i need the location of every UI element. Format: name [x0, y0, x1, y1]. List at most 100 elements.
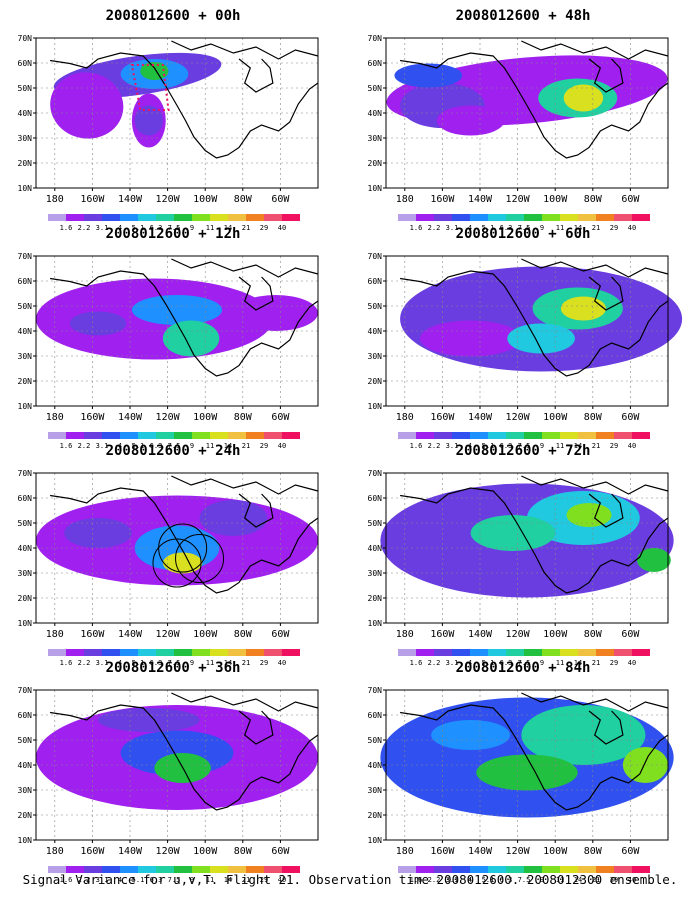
colorbar-label: 40 — [628, 224, 636, 232]
lat-tick-label: 30N — [368, 569, 383, 578]
coastline — [400, 258, 669, 377]
lon-tick-label: 180 — [396, 194, 414, 205]
colorbar-swatch — [102, 866, 120, 873]
lon-tick-label: 60W — [621, 194, 640, 205]
colorbar-swatch — [228, 866, 246, 873]
colorbar-swatch — [246, 432, 264, 439]
colorbar-label: 7.5 — [168, 876, 181, 884]
colorbar-swatch — [416, 214, 434, 221]
colorbar-swatch — [596, 214, 614, 221]
colorbar-swatch — [138, 649, 156, 656]
colorbar-swatch — [596, 866, 614, 873]
colorbar-swatch — [192, 866, 210, 873]
colorbar-label: 1.6 — [60, 659, 73, 667]
colorbar-swatch — [542, 214, 560, 221]
colorbar-swatch — [210, 432, 228, 439]
colorbar-label: 2.2 — [78, 876, 91, 884]
colorbar-swatch — [102, 432, 120, 439]
lon-tick-label: 120W — [156, 412, 181, 423]
graticule — [36, 38, 319, 188]
colorbar-label: 40 — [278, 224, 286, 232]
colorbar: 1.6 2.2 3.1 4 5.1 6.3 7.5 9 11 14 21 29 40 — [398, 866, 650, 884]
colorbar: 1.6 2.2 3.1 4 5.1 6.3 7.5 9 11 14 21 29 40 — [48, 214, 300, 232]
colorbar-swatch — [84, 214, 102, 221]
colorbar-label: 4 — [468, 442, 472, 450]
colorbar-label: 14 — [224, 659, 232, 667]
colorbar-swatch — [282, 214, 300, 221]
lon-tick-label: 80W — [234, 846, 253, 857]
colorbar-swatch — [524, 214, 542, 221]
colorbar-swatch — [524, 866, 542, 873]
colorbar-swatch — [542, 866, 560, 873]
colorbar-label: 2.2 — [78, 224, 91, 232]
lon-tick-label: 160W — [430, 846, 455, 857]
colorbar-swatch — [578, 432, 596, 439]
lon-tick-label: 160W — [80, 412, 105, 423]
colorbar-swatch — [434, 432, 452, 439]
colorbar-swatch — [66, 649, 84, 656]
graticule — [36, 690, 319, 840]
variance-map: 10N 20N 30N 40N 50N 60N 70N 180 160W 140W 120W 100W… — [18, 252, 319, 450]
colorbar-label: 14 — [574, 659, 582, 667]
colorbar-label: 11 — [206, 876, 214, 884]
colorbar-swatch — [470, 866, 488, 873]
lat-tick-label: 50N — [368, 519, 383, 528]
colorbar-label: 11 — [556, 876, 564, 884]
lon-tick-label: 100W — [193, 846, 218, 857]
colorbar-swatch — [506, 214, 524, 221]
colorbar-swatch — [452, 866, 470, 873]
lon-tick-label: 80W — [234, 194, 253, 205]
lon-tick-label: 60W — [271, 629, 290, 640]
lon-tick-label: 120W — [156, 194, 181, 205]
colorbar-swatch — [282, 432, 300, 439]
colorbar-swatch — [138, 866, 156, 873]
colorbar-swatch — [102, 214, 120, 221]
colorbar-label: 6.3 — [150, 442, 163, 450]
colorbar-label: 29 — [610, 224, 618, 232]
panel-title: 2008012600 + 36h — [105, 660, 241, 676]
colorbar-label: 3.1 — [446, 876, 459, 884]
colorbar-label: 21 — [242, 876, 250, 884]
colorbar-swatch — [542, 432, 560, 439]
colorbar-label: 11 — [206, 659, 214, 667]
lat-tick-label: 70N — [18, 252, 33, 261]
panel-84h: 2008012600 + 84h 10N 20N 30N 40N 50N 60N 70N 18… — [358, 660, 688, 884]
colorbar-label: 14 — [574, 442, 582, 450]
lon-tick-label: 180 — [46, 194, 64, 205]
lon-tick-label: 160W — [80, 846, 105, 857]
colorbar-swatch — [506, 866, 524, 873]
colorbar-swatch — [560, 866, 578, 873]
colorbar-swatch — [614, 214, 632, 221]
colorbar-label: 6.3 — [500, 442, 513, 450]
colorbar-swatch — [228, 649, 246, 656]
colorbar-label: 5.1 — [482, 442, 495, 450]
lon-tick-label: 100W — [543, 846, 568, 857]
colorbar-swatch — [488, 214, 506, 221]
colorbar-swatch — [578, 866, 596, 873]
panel-title: 2008012600 + 72h — [455, 443, 591, 459]
colorbar-label: 9 — [540, 442, 544, 450]
colorbar-swatch — [632, 866, 650, 873]
colorbar-label: 4 — [118, 224, 122, 232]
lon-tick-label: 60W — [621, 629, 640, 640]
lat-tick-label: 60N — [18, 277, 33, 286]
colorbar-swatch — [48, 432, 66, 439]
colorbar-label: 2.2 — [428, 876, 441, 884]
colorbar-swatch — [156, 866, 174, 873]
lon-tick-label: 120W — [156, 629, 181, 640]
colorbar-label: 3.1 — [96, 442, 109, 450]
lat-tick-label: 40N — [368, 327, 383, 336]
colorbar-label: 1.6 — [410, 442, 423, 450]
lon-tick-label: 80W — [584, 412, 603, 423]
colorbar-label: 4 — [118, 876, 122, 884]
colorbar-swatch — [120, 866, 138, 873]
colorbar-swatch — [282, 649, 300, 656]
colorbar-swatch — [246, 866, 264, 873]
lat-tick-label: 20N — [368, 159, 383, 168]
colorbar-swatch — [174, 866, 192, 873]
coastline — [50, 40, 319, 159]
lon-tick-label: 60W — [271, 846, 290, 857]
lat-tick-label: 40N — [18, 327, 33, 336]
colorbar-label: 2.2 — [78, 442, 91, 450]
lat-tick-label: 60N — [368, 494, 383, 503]
